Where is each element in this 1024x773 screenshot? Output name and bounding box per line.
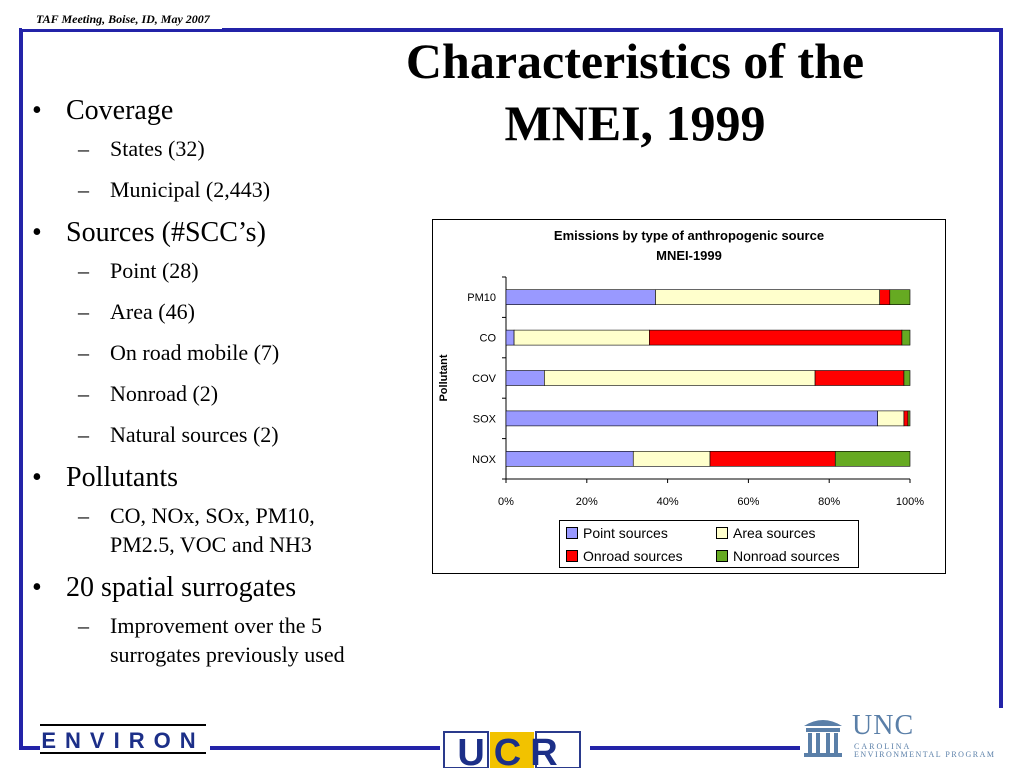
sub-bullet-text: CO, NOx, SOx, PM10, PM2.5, VOC and NH3 (110, 503, 315, 557)
legend-item-point-sources: Point sources (566, 523, 668, 543)
bar-onroad-sources-sox (903, 410, 909, 427)
unc-bell-tower-icon (804, 720, 842, 757)
bar-point-sources-cov (505, 370, 545, 386)
unc-logo: UNC CAROLINA ENVIRONMENTAL PROGRAM (800, 708, 1010, 759)
x-tick-label: 40% (657, 496, 679, 508)
bullet-dot: • (32, 217, 42, 248)
sub-bullet: – Natural sources (2) (78, 422, 279, 447)
slide-title: Characteristics of the MNEI, 1999 (330, 30, 940, 154)
title-line-1: Characteristics of the (405, 33, 865, 89)
bar-nonroad-sources-cov (903, 370, 911, 386)
sub-bullet-text: Area (46) (110, 299, 195, 324)
bullet-text: Pollutants (66, 462, 179, 493)
sub-bullet-text: Municipal (2,443) (110, 177, 271, 202)
emissions-chart: Emissions by type of anthropogenic sourc… (432, 219, 946, 574)
meeting-tag: TAF Meeting, Boise, ID, May 2007 (22, 10, 222, 29)
legend-label: Point sources (583, 525, 668, 541)
legend-swatch (566, 527, 578, 540)
bar-point-sources-nox (505, 451, 634, 467)
x-tick-label: 0% (498, 496, 514, 508)
bar-onroad-sources-nox (709, 451, 836, 467)
bullet-pollutants: • Pollutants (32, 461, 432, 495)
x-tick-label: 100% (896, 496, 924, 508)
legend-item-area-sources: Area sources (716, 523, 815, 543)
sub-bullet-text: Improvement over the 5 surrogates previo… (110, 613, 345, 667)
x-tick-label: 80% (818, 496, 840, 508)
environ-logo-text: ENVIRON (41, 728, 204, 753)
chart-subtitle: MNEI-1999 (656, 248, 722, 263)
bar-area-sources-co (513, 329, 650, 346)
y-tick-label: COV (472, 373, 497, 385)
bar-area-sources-nox (632, 451, 711, 467)
sub-bullet: – CO, NOx, SOx, PM10, PM2.5, VOC and NH3 (78, 503, 315, 557)
bullet-dot: • (32, 95, 42, 126)
bar-onroad-sources-pm10 (879, 289, 891, 305)
sub-bullet-text: Natural sources (2) (110, 422, 279, 447)
bar-onroad-sources-cov (814, 370, 905, 386)
y-tick-label: NOX (472, 454, 497, 466)
legend-swatch (716, 527, 728, 540)
bullet-sources: • Sources (#SCC’s) (32, 216, 432, 250)
sub-bullet: – Point (28) (78, 258, 199, 283)
bullet-text: Sources (#SCC’s) (66, 217, 266, 248)
sub-bullet: – On road mobile (7) (78, 340, 280, 365)
bar-point-sources-sox (505, 410, 878, 427)
ucr-logo: UCR (440, 728, 590, 773)
chart-title-main: Emissions by type of anthropogenic sourc… (553, 228, 825, 243)
sub-bullet-text: States (32) (110, 136, 205, 161)
bar-area-sources-cov (544, 370, 816, 386)
bullet-dot: • (32, 572, 42, 603)
chart-plot: 0% 20% 40% 60% 80% 100% PM10 CO COV SOX NOX Polluta… (438, 276, 924, 508)
ucr-logo-text: UCR (457, 732, 566, 768)
unc-logo-line2: ENVIRONMENTAL PROGRAM (854, 750, 996, 759)
bar-nonroad-sources-pm10 (889, 289, 911, 305)
bar-area-sources-pm10 (655, 289, 880, 305)
title-line-2: MNEI, 1999 (504, 95, 766, 151)
chart-legend: Point sources Area sources Onroad sources N… (559, 520, 859, 568)
legend-label: Nonroad sources (733, 548, 840, 564)
sub-bullet-text: Point (28) (110, 258, 199, 283)
bullet-text: Coverage (66, 95, 174, 126)
chart-title: Emissions by type of anthropogenic sourc… (433, 226, 945, 266)
sub-bullet: – Nonroad (2) (78, 381, 219, 406)
y-axis-label: Pollutant (438, 354, 450, 401)
sub-bullet-text: On road mobile (7) (110, 340, 280, 365)
sub-bullet-text: Nonroad (2) (110, 381, 219, 406)
legend-swatch (716, 550, 728, 563)
sub-bullet: – Improvement over the 5 surrogates previ… (78, 613, 345, 667)
unc-logo-line1: CAROLINA (854, 742, 912, 751)
bar-onroad-sources-co (649, 329, 903, 346)
legend-label: Area sources (733, 525, 816, 541)
legend-item-nonroad-sources: Nonroad sources (716, 546, 840, 566)
unc-logo-name: UNC (852, 710, 915, 741)
y-tick-label: CO (480, 333, 497, 345)
bullet-text: 20 spatial surrogates (66, 572, 297, 603)
bar-point-sources-co (505, 329, 515, 346)
legend-label: Onroad sources (583, 548, 683, 564)
sub-bullet: – Area (46) (78, 299, 195, 324)
sub-bullet: – States (32) (78, 136, 205, 161)
bullet-dot: • (32, 462, 42, 493)
y-tick-label: PM10 (467, 292, 496, 304)
bar-point-sources-pm10 (505, 289, 656, 305)
bullet-list: • Coverage – States (32) – Municipal (2,443… (32, 92, 432, 681)
bar-nonroad-sources-nox (834, 451, 911, 467)
legend-item-onroad-sources: Onroad sources (566, 546, 683, 566)
bar-nonroad-sources-sox (907, 410, 911, 427)
bullet-surrogates: • 20 spatial surrogates (32, 571, 432, 605)
legend-swatch (566, 550, 578, 563)
environ-logo: ENVIRON (40, 724, 210, 754)
bar-area-sources-sox (877, 410, 905, 427)
sub-bullet: – Municipal (2,443) (78, 177, 271, 202)
bar-nonroad-sources-co (901, 329, 911, 346)
y-tick-label: SOX (473, 413, 497, 425)
x-tick-label: 60% (737, 496, 759, 508)
bullet-coverage: • Coverage (32, 94, 432, 128)
x-tick-label: 20% (576, 496, 598, 508)
